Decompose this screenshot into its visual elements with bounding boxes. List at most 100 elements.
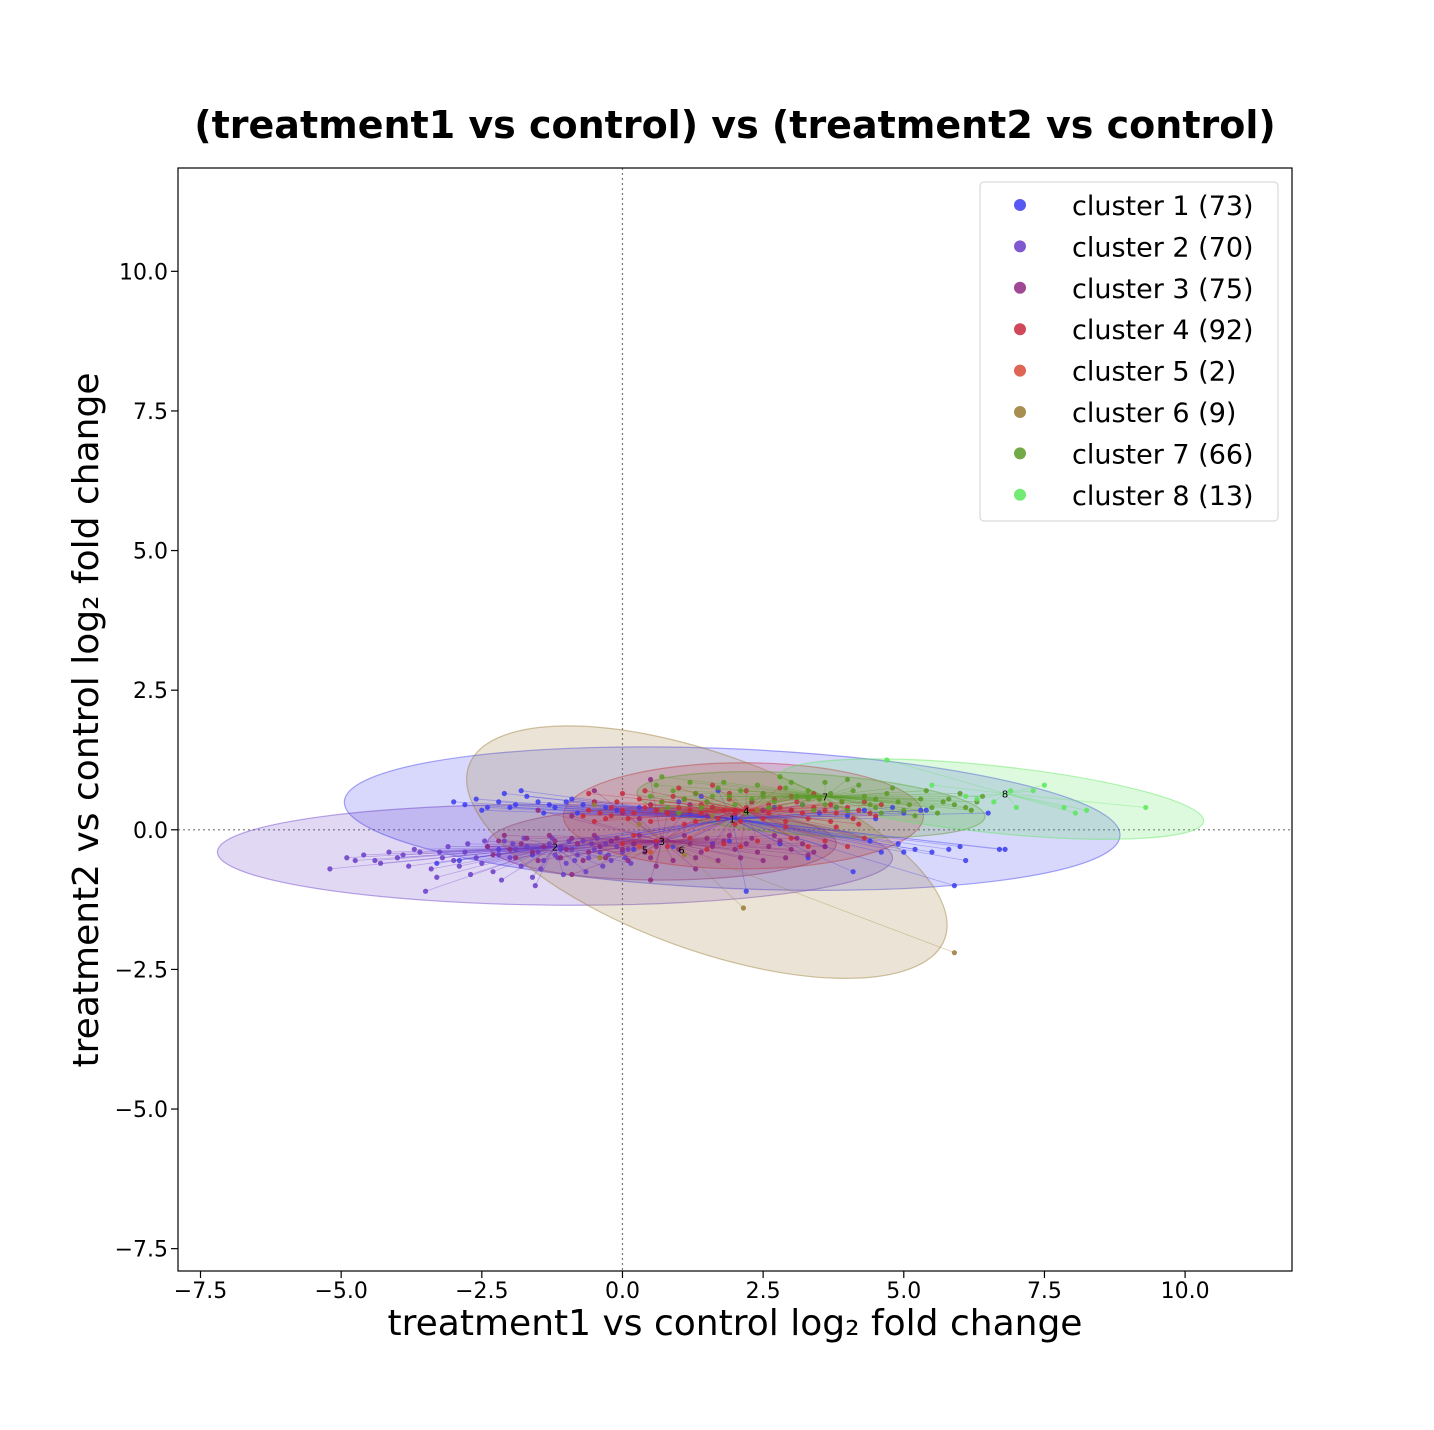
cluster-4-spoke xyxy=(706,809,747,850)
cluster-2-point xyxy=(462,849,468,855)
cluster-2-spoke xyxy=(554,846,575,861)
cluster-4-point xyxy=(676,785,682,791)
cluster-4-point xyxy=(631,832,637,838)
cluster-3-point xyxy=(822,843,828,850)
legend-box xyxy=(979,181,1279,522)
cluster-3-point xyxy=(557,855,564,861)
cluster-4-spoke xyxy=(729,798,747,811)
cluster-7-point xyxy=(799,802,806,808)
cluster-6-spoke xyxy=(681,848,955,954)
cluster-4-point xyxy=(732,810,738,816)
cluster-6-spoke xyxy=(681,815,713,850)
cluster-3-point xyxy=(580,857,586,864)
cluster-4-spoke xyxy=(746,809,854,820)
cluster-7-spoke xyxy=(785,787,826,797)
cluster-4-point xyxy=(586,790,592,797)
cluster-4-spoke xyxy=(746,809,786,822)
cluster-7-point xyxy=(794,793,800,799)
cluster-8-spoke xyxy=(931,784,1006,794)
cluster-3-point xyxy=(636,816,642,822)
cluster-4-spoke xyxy=(656,809,747,842)
cluster-3-point xyxy=(738,855,744,861)
legend-marker-cluster-5 xyxy=(1014,364,1026,377)
cluster-3-point xyxy=(771,832,777,838)
cluster-4-point xyxy=(788,835,794,841)
cluster-2-point xyxy=(456,863,462,869)
x-tick-label: −5.0 xyxy=(314,1279,367,1304)
legend-label-cluster-3: cluster 3 (75) xyxy=(1072,274,1254,305)
cluster-3-spoke xyxy=(532,840,662,853)
cluster-3-point xyxy=(648,855,654,861)
cluster-8-spoke xyxy=(1004,793,1087,811)
cluster-3-spoke xyxy=(661,840,736,850)
cluster-1-point xyxy=(946,846,952,852)
cluster-7-point xyxy=(687,779,693,785)
cluster-4-point xyxy=(648,818,654,825)
cluster-7-spoke xyxy=(667,795,826,808)
cluster-7-point xyxy=(979,793,986,799)
cluster-7-point xyxy=(878,810,884,816)
cluster-2-spoke xyxy=(554,846,564,875)
cluster-1-point xyxy=(479,807,485,813)
cluster-8-point xyxy=(974,796,980,802)
cluster-7-spoke xyxy=(763,793,826,797)
cluster-7-point xyxy=(833,804,839,811)
cluster-2-point xyxy=(608,857,614,864)
cluster-1-spoke xyxy=(732,809,792,820)
cluster-1-point xyxy=(580,802,586,808)
cluster-7-spoke xyxy=(718,787,826,797)
cluster-4-point xyxy=(805,843,811,850)
cluster-3-point xyxy=(602,855,609,861)
cluster-2-spoke xyxy=(436,846,556,878)
cluster-7-point xyxy=(963,804,969,811)
cluster-1-spoke xyxy=(732,818,882,853)
cluster-2-point xyxy=(361,852,367,858)
cluster-3-point xyxy=(546,832,552,838)
cluster-4-point xyxy=(766,810,772,816)
cluster-3-centroid-label: 3 xyxy=(659,837,665,848)
cluster-3-spoke xyxy=(526,837,662,842)
cluster-1-point xyxy=(867,838,873,844)
cluster-4-spoke xyxy=(746,809,809,847)
cluster-4-point xyxy=(794,799,800,805)
cluster-3-point xyxy=(529,849,536,855)
cluster-1-point xyxy=(552,804,558,811)
cluster-2-point xyxy=(614,843,620,850)
cluster-2-point xyxy=(473,855,479,861)
cluster-2-point xyxy=(467,871,474,878)
cluster-7-point xyxy=(811,807,817,813)
cluster-2-point xyxy=(524,843,530,850)
cluster-1-point xyxy=(771,804,777,811)
cluster-3-point xyxy=(664,838,671,844)
cluster-3-point xyxy=(659,835,665,841)
cluster-7-spoke xyxy=(824,795,843,803)
cluster-2-point xyxy=(538,866,544,872)
cluster-7-point xyxy=(951,802,958,808)
cluster-7-spoke xyxy=(824,795,938,814)
cluster-7-point xyxy=(873,796,879,802)
cluster-1-point xyxy=(760,807,766,813)
cluster-4-spoke xyxy=(745,793,764,811)
cluster-4-spoke xyxy=(588,793,747,811)
cluster-2-point xyxy=(465,841,471,847)
cluster-3-point xyxy=(591,832,597,838)
cluster-7-spoke xyxy=(678,795,826,814)
cluster-7-spoke xyxy=(824,795,932,808)
x-tick-label: −7.5 xyxy=(174,1279,227,1304)
cluster-4-point xyxy=(850,816,856,822)
cluster-7-spoke xyxy=(706,795,826,803)
cluster-4-spoke xyxy=(746,804,769,811)
cluster-7-point xyxy=(929,804,935,811)
cluster-4-spoke xyxy=(746,801,797,811)
cluster-4-point xyxy=(693,818,699,825)
plot-area: 1 2 3 4 5 6 7 8 xyxy=(178,168,1292,1271)
cluster-7-point xyxy=(771,799,777,805)
cluster-3-point xyxy=(799,841,806,847)
cluster-4-spoke xyxy=(622,793,747,811)
cluster-2-spoke xyxy=(492,846,556,873)
cluster-4-spoke xyxy=(650,809,747,822)
cluster-7-point xyxy=(861,793,868,799)
cluster-3-point xyxy=(783,855,789,861)
cluster-4-spoke xyxy=(746,809,871,814)
cluster-6-spoke xyxy=(639,823,682,850)
